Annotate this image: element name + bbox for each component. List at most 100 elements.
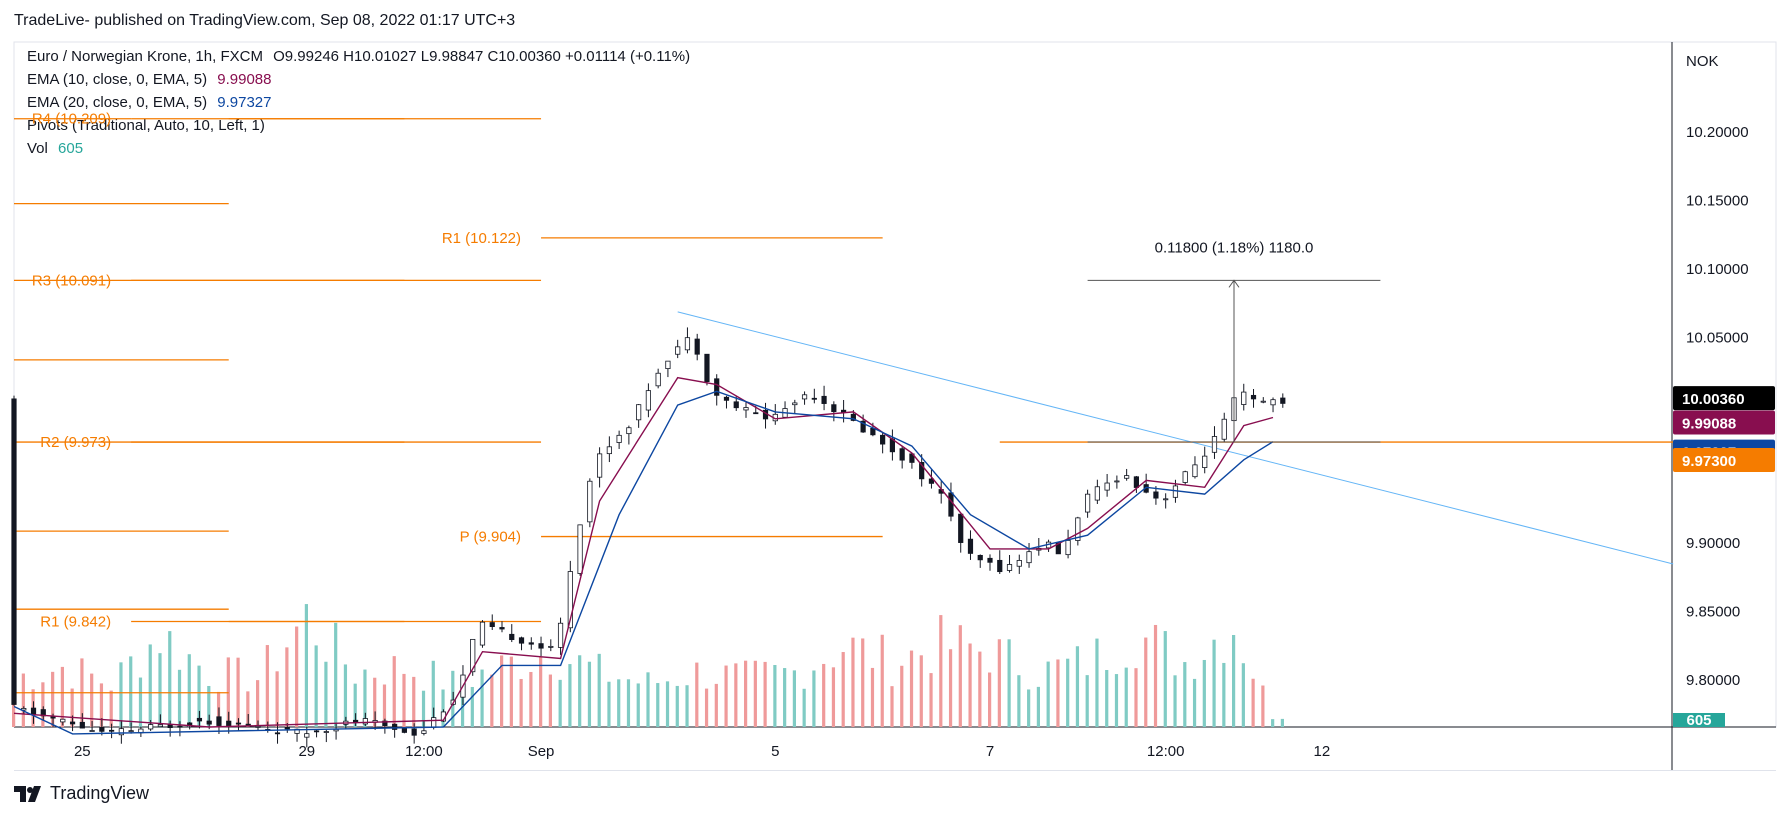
tradingview-logo-icon	[14, 785, 41, 802]
candle-body	[470, 638, 476, 673]
candle-body	[431, 717, 437, 728]
candle-body	[606, 446, 612, 455]
volume-bar	[861, 638, 865, 727]
candle-body	[1016, 560, 1022, 567]
candle-body	[499, 627, 505, 630]
volume-bar	[880, 634, 884, 727]
legend-ohlc: O9.99246 H10.01027 L9.98847 C10.00360 +0…	[273, 48, 691, 65]
legend-vol-label: Vol	[27, 140, 48, 157]
volume-bar	[529, 671, 533, 727]
volume-bar	[119, 662, 123, 727]
volume-bar	[138, 677, 143, 727]
candle-body	[811, 397, 817, 400]
candle-body	[997, 559, 1003, 573]
volume-bar	[919, 655, 923, 727]
volume-bar	[704, 688, 709, 727]
candle-body	[1211, 436, 1218, 453]
volume-bar	[246, 691, 250, 727]
candle-body	[1221, 418, 1227, 440]
candle-body	[831, 404, 837, 413]
volume-bar	[900, 665, 904, 727]
candle-body	[274, 732, 281, 735]
candle-body	[860, 420, 866, 433]
candle-body	[587, 480, 593, 523]
candle-body	[1104, 482, 1110, 491]
volume-bar	[236, 657, 240, 727]
measure-tool[interactable]: 0.11800 (1.18%) 1180.0	[1087, 239, 1381, 443]
volume-bar	[753, 660, 757, 727]
candle-body	[421, 730, 427, 734]
candle-body	[509, 633, 515, 640]
candle-body	[567, 571, 573, 629]
candle-body	[216, 716, 222, 726]
candle-body	[235, 722, 242, 725]
trendline[interactable]	[677, 311, 1674, 565]
bottom-border	[14, 770, 1776, 771]
volume-bar	[1192, 678, 1197, 727]
candle-body	[382, 720, 388, 727]
legend-ema20[interactable]: EMA (20, close, 0, EMA, 5) 9.97327	[27, 94, 271, 111]
tradingview-brand[interactable]: TradingView	[14, 783, 149, 804]
candle-body	[753, 412, 759, 415]
volume-bar	[1046, 661, 1050, 727]
volume-bar	[939, 615, 943, 727]
volume-bar	[617, 679, 621, 727]
legend-symbol[interactable]: Euro / Norwegian Krone, 1h, FXCM	[27, 48, 263, 65]
published-caption: TradeLive- published on TradingView.com,…	[14, 12, 516, 29]
pivot-label: R3 (10.091)	[32, 272, 111, 289]
volume-bar	[509, 656, 513, 727]
volume-bar	[148, 644, 152, 727]
candle-body	[1124, 475, 1130, 479]
volume-bar	[490, 674, 494, 727]
chart-frame	[13, 41, 1777, 771]
candle-body	[1075, 517, 1081, 541]
volume-bar	[1075, 646, 1080, 727]
candle-body	[60, 718, 66, 723]
legend-volume[interactable]: Vol 605	[27, 140, 83, 157]
candle-body	[479, 621, 486, 646]
candle-body	[518, 637, 525, 644]
volume-badge-value: 605	[1686, 712, 1711, 729]
candle-body	[304, 733, 310, 738]
candle-body	[1250, 394, 1257, 400]
candle-body	[323, 731, 329, 733]
legend-ema10-value: 9.99088	[217, 71, 272, 88]
volume-bar	[1114, 674, 1119, 727]
candle-body	[21, 708, 27, 711]
volume-bar	[802, 688, 806, 727]
volume-bar	[158, 653, 162, 727]
volume-bar	[1271, 719, 1275, 727]
legend-pivots-label: Pivots (Traditional, Auto, 10, Left, 1)	[27, 117, 265, 134]
pivot-label: R1 (9.842)	[40, 614, 111, 631]
legend-pivots[interactable]: Pivots (Traditional, Auto, 10, Left, 1)	[27, 117, 265, 134]
candle-body	[196, 717, 203, 722]
candle-body	[528, 642, 534, 645]
candle-body	[704, 353, 710, 383]
candle-body	[636, 404, 642, 421]
volume-bar	[441, 689, 445, 727]
volume-bar	[1036, 686, 1040, 727]
volume-bar	[187, 654, 191, 727]
volume-bar	[695, 662, 699, 727]
candle-body	[99, 727, 105, 732]
price-badge-value: 9.99088	[1682, 416, 1736, 433]
volume-bar	[207, 685, 211, 727]
candle-body	[743, 407, 749, 411]
legend-ema10[interactable]: EMA (10, close, 0, EMA, 5) 9.99088	[27, 71, 271, 88]
volume-bar	[353, 683, 357, 727]
candle-body	[958, 513, 964, 543]
price-badge	[1673, 386, 1775, 411]
candle-body	[1182, 471, 1188, 483]
candle-body	[313, 730, 320, 733]
volume-bar	[578, 655, 582, 727]
volume-bar	[392, 656, 396, 727]
candle-body	[987, 557, 993, 563]
y-tick-label: 10.05000	[1686, 330, 1749, 347]
candle-body	[714, 378, 720, 396]
candle-body	[801, 394, 808, 400]
volume-bar	[256, 680, 260, 727]
currency-label: NOK	[1686, 53, 1719, 70]
volume-bar	[841, 652, 845, 727]
